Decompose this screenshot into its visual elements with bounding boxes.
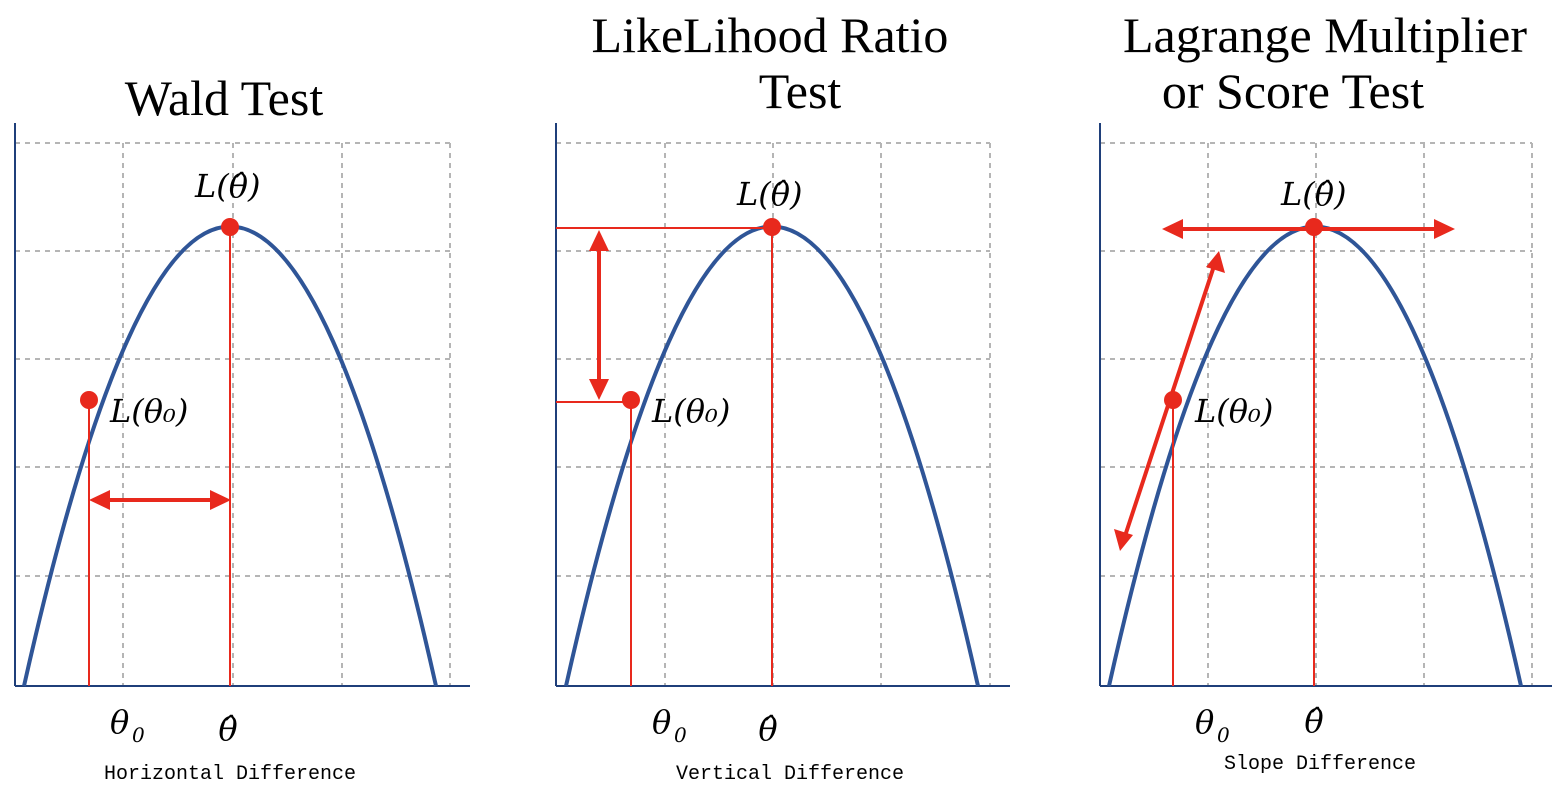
x-tick-theta-hat: θ̂ (758, 710, 777, 748)
peak-label: L(θ̂) (1280, 175, 1346, 213)
caption: Horizontal Difference (104, 763, 356, 786)
peak-point (1305, 218, 1323, 236)
x-tick-theta-null: θ 0 (110, 703, 145, 747)
horizontal-difference-arrow (89, 490, 231, 510)
x-tick-theta-hat: θ̂ (218, 710, 237, 748)
svg-text:0: 0 (132, 723, 145, 747)
null-point (1164, 391, 1182, 409)
caption: Vertical Difference (676, 763, 904, 786)
panel-lagrange-multiplier: Lagrange Multiplier or Score Test (1099, 7, 1552, 776)
vertical-difference-arrow (589, 230, 609, 400)
x-tick-theta-hat: θ̂ (1304, 702, 1323, 740)
panel-title-line-2: Test (759, 63, 842, 119)
caption: Slope Difference (1224, 753, 1416, 776)
null-label: L(θ₀) (651, 392, 730, 430)
panel-title-line-1: LikeLihood Ratio (592, 7, 949, 63)
null-label: L(θ₀) (1194, 392, 1273, 430)
panel-title-line-1: Wald Test (125, 70, 324, 126)
svg-text:θ: θ (110, 703, 129, 741)
svg-text:θ: θ (652, 703, 671, 741)
svg-text:0: 0 (674, 723, 687, 747)
panel-wald: Wald Test L(θ̂) L(θ₀) θ 0 (14, 70, 470, 786)
peak-point (221, 218, 239, 236)
panel-title-line-1: Lagrange Multiplier (1123, 7, 1527, 63)
svg-text:0: 0 (1217, 723, 1230, 747)
panel-likelihood-ratio: LikeLihood Ratio Test L(θ̂) L(θ₀) (555, 7, 1010, 786)
x-tick-theta-null: θ 0 (1195, 703, 1230, 747)
null-label: L(θ₀) (109, 392, 188, 430)
peak-label: L(θ̂) (194, 167, 260, 205)
null-point (80, 391, 98, 409)
panel-title-line-2: or Score Test (1162, 63, 1424, 119)
peak-label: L(θ̂) (736, 175, 802, 213)
null-point (622, 391, 640, 409)
x-tick-theta-null: θ 0 (652, 703, 687, 747)
peak-point (763, 218, 781, 236)
svg-text:θ: θ (1195, 703, 1214, 741)
